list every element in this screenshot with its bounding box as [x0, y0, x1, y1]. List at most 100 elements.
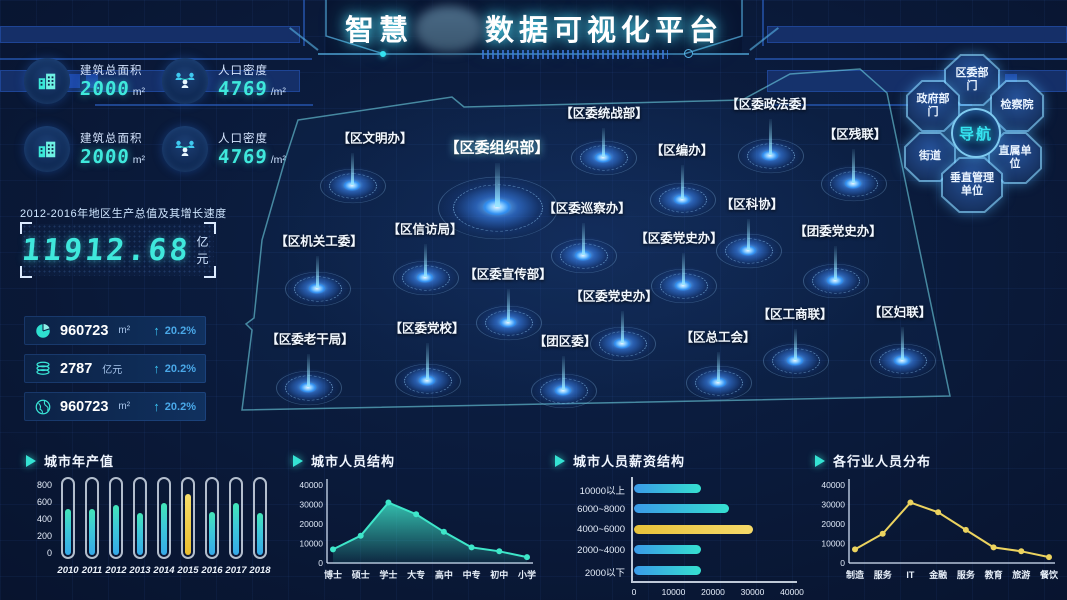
play-icon [815, 454, 825, 467]
row-value: 960723 [60, 322, 109, 339]
header-panel [326, 0, 742, 54]
nav-item[interactable]: 检察院 [990, 80, 1044, 132]
x-tick-label: 40000 [780, 587, 804, 597]
svg-text:20000: 20000 [299, 519, 323, 529]
bracket-corner [20, 222, 32, 234]
beacon-core [761, 149, 779, 161]
nav-item[interactable]: 垂直管理单位 [941, 157, 1003, 213]
thermo-capsule [109, 477, 123, 559]
stat-card-building-area-1: 建筑总面积 2000 m² [24, 58, 145, 104]
beacon-core [613, 337, 631, 349]
h-bar [634, 504, 729, 513]
h-bar [634, 524, 753, 534]
arrow-up-icon: ↑ [153, 361, 160, 376]
beacon-beam [851, 149, 855, 183]
page-title: 智慧 数据可视化平台 [320, 6, 748, 52]
beacon-beam [506, 289, 510, 322]
thermo-capsule [253, 477, 267, 559]
thermo-capsule [205, 477, 219, 559]
thermo-capsule [181, 477, 195, 559]
deco-segment [68, 74, 80, 88]
beacon-core [844, 177, 862, 189]
x-tick-label: 2013 [129, 565, 151, 576]
thermo-fill [257, 513, 263, 555]
beacon-beam [581, 223, 585, 255]
row-unit: 亿元 [102, 365, 123, 376]
beacon-beam [833, 246, 837, 280]
deco-line [95, 104, 313, 106]
beacon-beam [561, 356, 565, 390]
svg-text:服务: 服务 [874, 569, 893, 580]
map-node-label: 【区总工会】 [680, 330, 756, 345]
deco-segment [86, 74, 98, 88]
beacon-beam [620, 311, 624, 343]
trend-value: 20.2% [164, 362, 196, 375]
row-value: 2787 [60, 360, 93, 377]
chart-title-text: 各行业人员分布 [833, 454, 932, 469]
svg-text:制造: 制造 [846, 569, 865, 580]
svg-text:0: 0 [840, 558, 845, 568]
svg-text:30000: 30000 [299, 500, 323, 510]
beacon-core [786, 354, 804, 366]
x-tick-label: 10000 [661, 587, 686, 597]
row-unit: m² [118, 325, 131, 336]
deco-line [754, 104, 972, 106]
arrow-up-icon: ↑ [153, 323, 160, 338]
map-node-label: 【区文明办】 [337, 131, 413, 146]
y-tick-label: 0 [46, 548, 52, 558]
coins-icon [36, 361, 50, 375]
map-node-label: 【区科协】 [720, 197, 784, 212]
header-connector-line [318, 53, 380, 55]
map-node-label: 【区委宣传部】 [464, 267, 552, 282]
chart-title: 城市人员薪资结构 [555, 451, 685, 470]
header-dash-strip [482, 50, 668, 59]
x-tick-label: 2018 [249, 565, 271, 576]
hex-inner: 垂直管理单位 [943, 159, 1001, 211]
category-label: 2000以下 [584, 568, 625, 579]
nav-item-label: 直属单位 [998, 144, 1032, 170]
thermo-fill [89, 509, 95, 555]
hex-inner: 政府部门 [908, 82, 958, 130]
x-tick-label: 20000 [701, 587, 725, 597]
nav-item[interactable]: 街道 [904, 132, 956, 182]
stat-label: 人口密度 [218, 133, 268, 145]
svg-text:博士: 博士 [324, 569, 342, 580]
map-node-label: 【区委政法委】 [726, 97, 814, 112]
deco-bar [0, 26, 300, 43]
chart-svg: 0 10000 20000 30000 40000 博士 硕士 学士 大专 高中 中专 初中 小学 [299, 479, 536, 580]
beacon-core [739, 244, 757, 256]
category-label: 10000以上 [579, 486, 625, 497]
beacon-beam [680, 165, 684, 199]
thermo-fill [209, 512, 215, 555]
beacon-core [574, 249, 592, 261]
beacon-core [482, 198, 512, 216]
area-chart: 0 10000 20000 30000 40000 博士 硕士 学士 大专 高中 中专 初中 小学 [287, 475, 536, 597]
bracket-corner [204, 266, 216, 278]
nav-item[interactable]: 政府部门 [906, 80, 960, 132]
beacon-beam [900, 327, 904, 360]
thermo-capsule [85, 477, 99, 559]
category-label: 6000~8000 [577, 503, 625, 515]
beacon-core [416, 271, 434, 283]
thermo-fill [113, 504, 119, 555]
beacon-core [418, 374, 436, 386]
row-value: 960723 [60, 398, 109, 415]
chart-title: 城市年产值 [26, 451, 114, 470]
people-icon [162, 58, 208, 104]
stat-label: 人口密度 [218, 65, 268, 77]
map-node-label: 【区信访局】 [387, 222, 463, 237]
beacon-beam [494, 163, 500, 207]
stat-card-population-2: 人口密度 4769/m² [162, 126, 286, 172]
beacon-beam [315, 256, 319, 288]
nav-center-label: 导航 [958, 125, 993, 143]
line-chart: 0 10000 20000 30000 40000 制造 服务 IT 金融 服务 教育 旅游 餐饮 [809, 475, 1061, 597]
beacon-beam [306, 354, 310, 387]
hex-inner: 检察院 [992, 82, 1042, 130]
trend-value: 20.2% [164, 400, 196, 413]
y-axis-line [631, 477, 633, 581]
nav-center[interactable]: 导航 [951, 108, 1001, 158]
svg-text:初中: 初中 [490, 569, 508, 580]
thermo-fill [233, 502, 239, 555]
stat-row-gdp: 2787 亿元 ↑ 20.2% [24, 354, 206, 383]
